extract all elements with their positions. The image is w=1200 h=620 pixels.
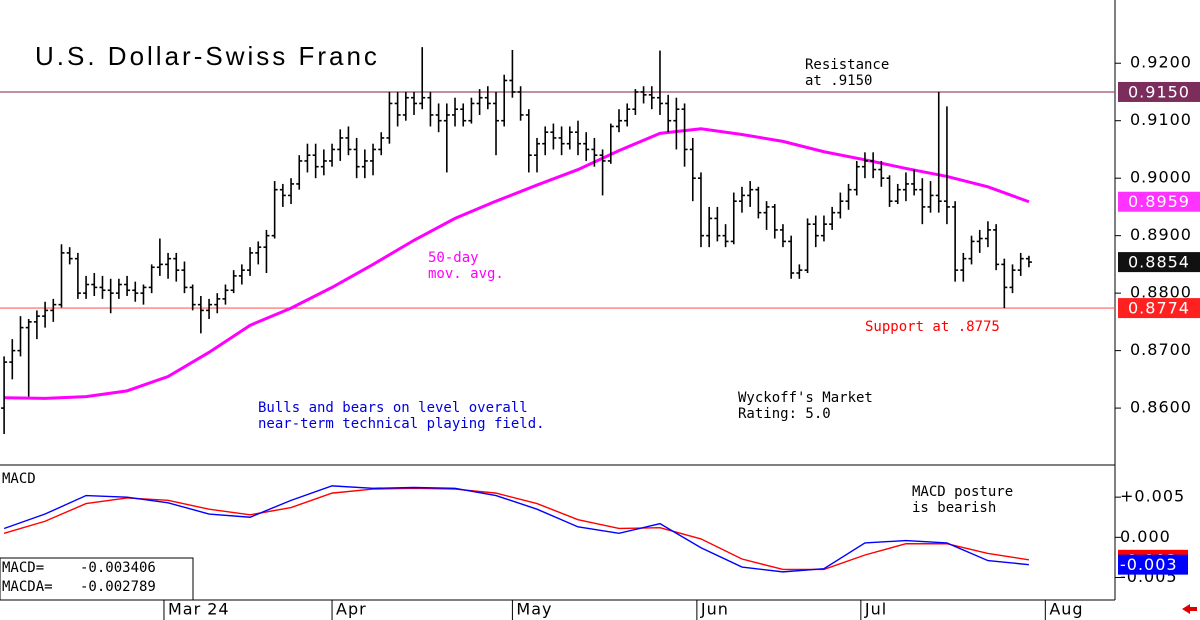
y-tick-label: 0.8800 xyxy=(1130,283,1192,302)
price-tag-label: 0.8854 xyxy=(1128,253,1190,272)
macd-tick-label: 0.000 xyxy=(1120,527,1171,546)
x-tick-label: May xyxy=(516,600,552,619)
readout-box xyxy=(0,557,194,601)
macd-tag xyxy=(1118,554,1188,575)
readout-name: MACD= xyxy=(2,560,44,576)
y-tick-label: 0.8700 xyxy=(1130,340,1192,359)
price-tag xyxy=(1118,252,1200,273)
macd-annotation: MACD posture xyxy=(912,484,1013,500)
price-tag-label: 0.8774 xyxy=(1128,299,1190,318)
annotation: Resistance xyxy=(805,57,889,73)
x-tick-label: Jun xyxy=(700,600,729,619)
x-tick-label: Aug xyxy=(1049,600,1083,619)
scroll-arrow[interactable] xyxy=(1182,604,1197,614)
macd-label: MACD xyxy=(2,471,36,487)
y-tick-label: 0.8900 xyxy=(1130,225,1192,244)
x-tick-label: Apr xyxy=(336,600,367,619)
readout-name: MACDA= xyxy=(2,579,53,595)
price-tag-label: 0.8959 xyxy=(1128,192,1190,211)
y-tick-label: 0.8600 xyxy=(1130,398,1192,417)
price-tag xyxy=(1118,191,1200,212)
x-tick-label: Mar 24 xyxy=(168,600,230,619)
annotation: mov. avg. xyxy=(428,266,504,282)
annotation: Bulls and bears on level overall xyxy=(258,400,528,416)
annotation: Wyckoff's Market xyxy=(738,390,873,406)
readout-value: -0.003406 xyxy=(80,560,156,576)
x-tick-label: Jul xyxy=(864,600,887,619)
macd-annotation: is bearish xyxy=(912,500,996,516)
price-tag-label: 0.9150 xyxy=(1128,82,1190,101)
y-tick-label: 0.9000 xyxy=(1130,168,1192,187)
moving-average xyxy=(4,127,1030,400)
annotation: Support at .8775 xyxy=(865,319,1000,335)
annotation: Rating: 5.0 xyxy=(738,406,831,422)
macd-tick-label: +0.005 xyxy=(1120,487,1185,506)
annotation: 50-day xyxy=(428,250,479,266)
price-tag xyxy=(1118,298,1200,319)
macd-line xyxy=(3,485,1029,573)
y-tick-label: 0.9100 xyxy=(1130,110,1192,129)
macd-line xyxy=(3,487,1030,571)
y-tick-label: 0.9200 xyxy=(1130,53,1192,72)
price-tag xyxy=(1118,81,1200,102)
macd-tag-label: -0.003 xyxy=(1120,555,1178,574)
readout-value: -0.002789 xyxy=(80,579,156,595)
chart-title: U.S. Dollar-Swiss Franc xyxy=(35,41,380,71)
annotation: at .9150 xyxy=(805,73,872,89)
annotation: near-term technical playing field. xyxy=(258,416,545,432)
